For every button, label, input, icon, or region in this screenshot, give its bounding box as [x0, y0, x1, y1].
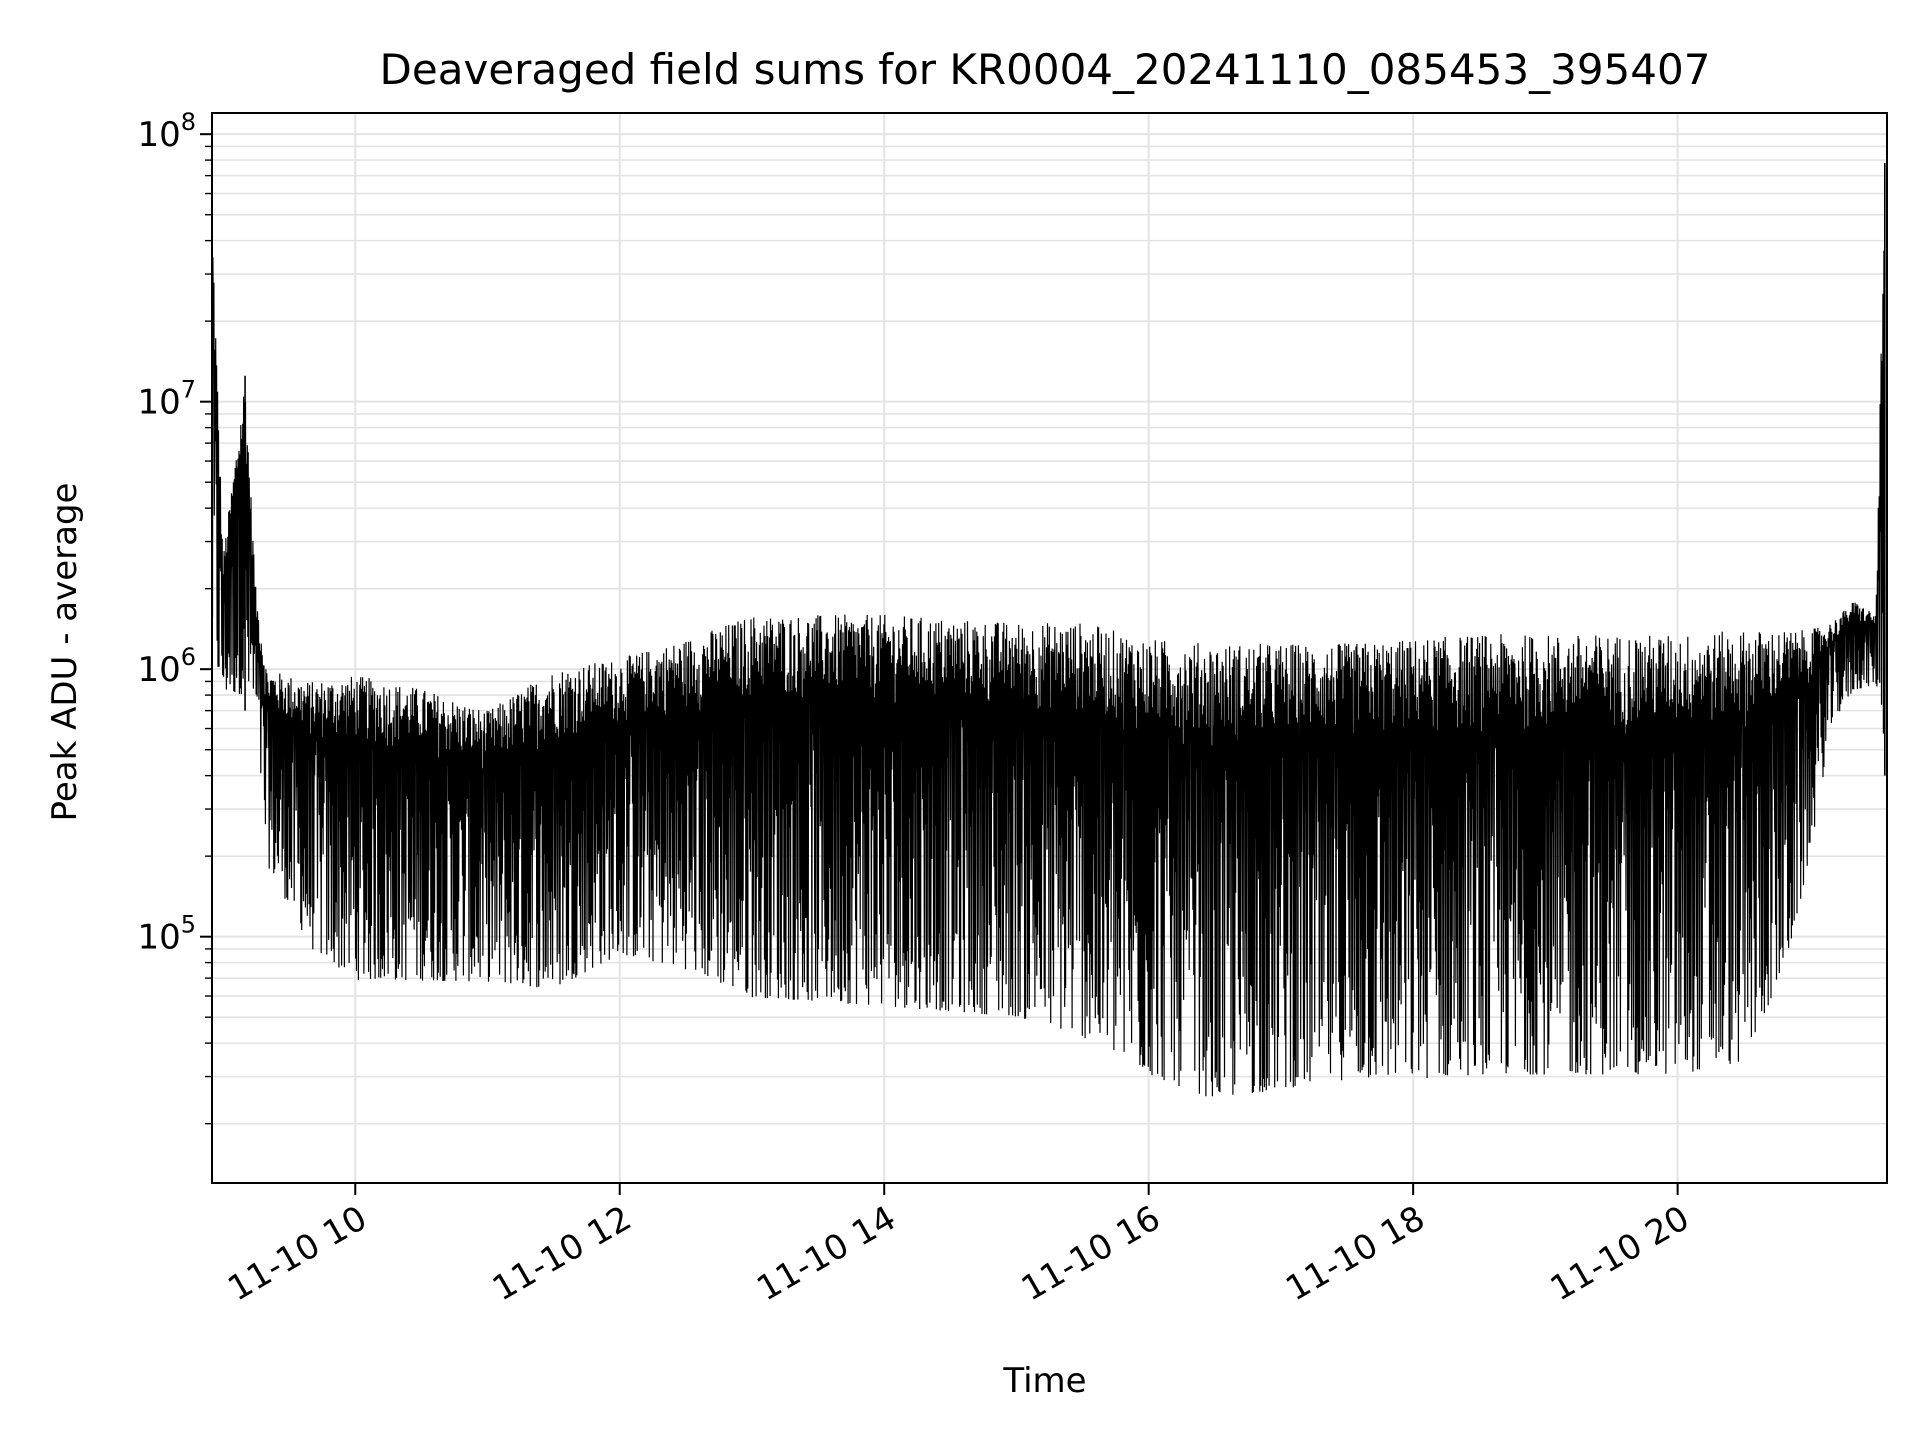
- y-tick-exponent: 8: [181, 108, 196, 136]
- y-tick-exponent: 6: [181, 643, 196, 671]
- series-line: [211, 164, 1886, 1097]
- x-axis-label: Time: [1002, 1361, 1086, 1401]
- y-axis-label: Peak ADU - average: [45, 483, 85, 822]
- y-tick-base: 10: [137, 383, 180, 423]
- y-tick-label: 106: [137, 643, 196, 690]
- y-tick-base: 10: [137, 650, 180, 690]
- y-tick-exponent: 5: [181, 911, 196, 939]
- y-tick-base: 10: [137, 918, 180, 958]
- y-tick-base: 10: [137, 115, 180, 155]
- axes-frame: [211, 112, 1888, 1184]
- y-tick-label: 107: [137, 376, 196, 423]
- chart-title: Deaveraged field sums for KR0004_2024111…: [380, 45, 1711, 94]
- y-tick-label: 105: [137, 911, 196, 958]
- y-tick-exponent: 7: [181, 376, 196, 404]
- y-tick-label: 108: [137, 108, 196, 155]
